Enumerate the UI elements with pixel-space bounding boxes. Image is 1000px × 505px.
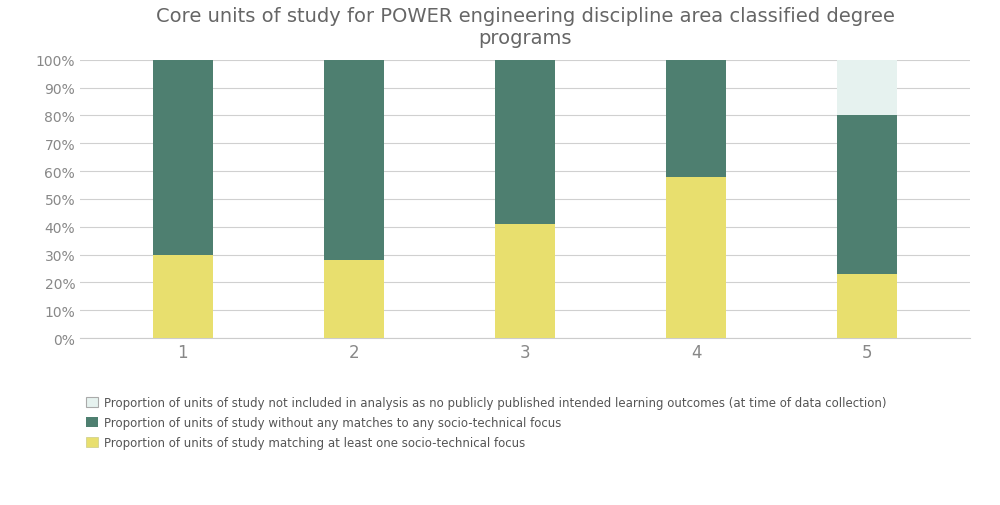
Title: Core units of study for POWER engineering discipline area classified degree
prog: Core units of study for POWER engineerin… [156, 7, 894, 48]
Bar [837, 116, 897, 275]
Bar [495, 224, 555, 338]
Bar [153, 61, 213, 255]
Bar [666, 61, 726, 177]
Legend: Proportion of units of study not included in analysis as no publicly published i: Proportion of units of study not include… [86, 396, 886, 449]
Bar [495, 61, 555, 224]
Bar [837, 275, 897, 338]
Bar [324, 261, 384, 338]
Bar [153, 255, 213, 338]
Bar [324, 61, 384, 261]
Bar [837, 61, 897, 116]
Bar [666, 177, 726, 338]
